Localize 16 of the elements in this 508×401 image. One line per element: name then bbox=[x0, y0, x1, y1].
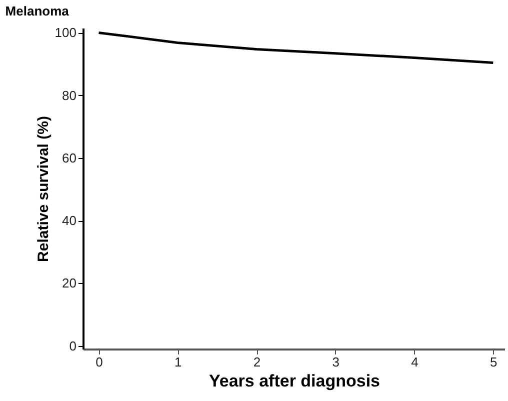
x-tick-label: 2 bbox=[253, 354, 261, 370]
y-tick-label: 80 bbox=[62, 88, 76, 103]
line-series bbox=[98, 31, 494, 64]
x-tick-label: 5 bbox=[490, 354, 498, 370]
x-tick-label: 3 bbox=[332, 354, 340, 370]
x-tick-label: 1 bbox=[174, 354, 182, 370]
x-tick-label: 4 bbox=[411, 354, 418, 370]
y-axis-title: Relative survival (%) bbox=[34, 116, 52, 262]
y-tick-label: 0 bbox=[69, 338, 76, 354]
x-tick-label: 0 bbox=[96, 354, 103, 370]
y-tick-label: 40 bbox=[62, 213, 76, 228]
y-tick-label: 100 bbox=[54, 25, 76, 40]
x-axis-title: Years after diagnosis bbox=[208, 372, 380, 390]
chart-title: Melanoma bbox=[5, 4, 70, 19]
y-tick-label: 20 bbox=[62, 276, 76, 291]
y-tick-label: 60 bbox=[62, 150, 76, 166]
